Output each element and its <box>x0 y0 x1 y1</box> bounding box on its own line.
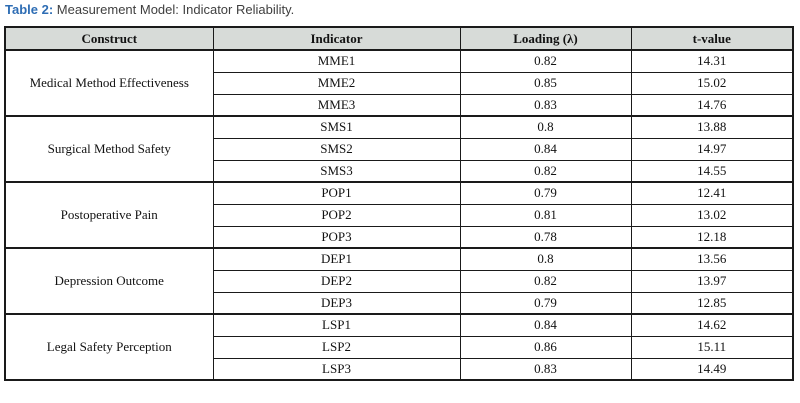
table-row: MME3 0.83 14.76 <box>5 93 794 117</box>
loading-cell: 0.84 <box>459 313 632 337</box>
indicator-cell: SMS1 <box>212 115 461 139</box>
table-row: POP3 0.78 12.18 <box>5 225 794 249</box>
indicator-cell: POP2 <box>212 203 461 227</box>
indicator-cell: SMS3 <box>212 159 461 183</box>
construct-cell: Surgical Method Safety <box>4 115 214 183</box>
indicator-cell: MME2 <box>212 71 461 95</box>
tvalue-cell: 14.76 <box>630 93 794 117</box>
indicator-cell: DEP3 <box>212 291 461 315</box>
tvalue-cell: 13.56 <box>630 247 794 271</box>
tvalue-cell: 15.02 <box>630 71 794 95</box>
tvalue-cell: 14.55 <box>630 159 794 183</box>
loading-cell: 0.8 <box>459 115 632 139</box>
tvalue-cell: 12.85 <box>630 291 794 315</box>
indicator-cell: LSP1 <box>212 313 461 337</box>
loading-cell: 0.82 <box>459 49 632 73</box>
table-row: Surgical Method Safety SMS1 0.8 13.88 <box>4 115 794 183</box>
tvalue-cell: 14.31 <box>630 49 794 73</box>
table-caption: Table 2: Measurement Model: Indicator Re… <box>0 0 800 17</box>
indicator-cell: LSP3 <box>212 357 461 381</box>
tvalue-cell: 13.02 <box>630 203 794 227</box>
loading-cell: 0.82 <box>459 269 632 293</box>
indicator-cell: POP1 <box>212 181 461 205</box>
table-body: Medical Method Effectiveness MME1 0.82 14.3… <box>4 49 794 381</box>
loading-cell: 0.78 <box>459 225 632 249</box>
table-header-row: Construct Indicator Loading (λ) t-value <box>4 26 794 51</box>
table-row: DEP3 0.79 12.85 <box>5 291 794 315</box>
loading-cell: 0.79 <box>459 291 632 315</box>
construct-cell: Legal Safety Perception <box>4 313 214 381</box>
tvalue-cell: 14.97 <box>630 137 794 161</box>
header-indicator: Indicator <box>212 26 461 51</box>
table-row: Postoperative Pain POP1 0.79 12.41 <box>4 181 794 249</box>
loading-cell: 0.85 <box>459 71 632 95</box>
tvalue-cell: 15.11 <box>630 335 794 359</box>
indicator-cell: MME1 <box>212 49 461 73</box>
table-caption-text: Measurement Model: Indicator Reliability… <box>53 2 295 17</box>
construct-cell: Medical Method Effectiveness <box>4 49 214 117</box>
table-row: POP2 0.81 13.02 <box>5 203 794 227</box>
construct-cell: Depression Outcome <box>4 247 214 315</box>
table-caption-label: Table 2: <box>5 2 54 17</box>
tvalue-cell: 13.88 <box>630 115 794 139</box>
loading-cell: 0.8 <box>459 247 632 271</box>
loading-cell: 0.86 <box>459 335 632 359</box>
indicator-cell: DEP2 <box>212 269 461 293</box>
header-tvalue: t-value <box>630 26 794 51</box>
indicator-cell: POP3 <box>212 225 461 249</box>
header-construct: Construct <box>4 26 214 51</box>
loading-cell: 0.81 <box>459 203 632 227</box>
loading-cell: 0.84 <box>459 137 632 161</box>
loading-cell: 0.82 <box>459 159 632 183</box>
indicator-cell: DEP1 <box>212 247 461 271</box>
loading-cell: 0.83 <box>459 93 632 117</box>
table-row: DEP2 0.82 13.97 <box>5 269 794 293</box>
indicator-reliability-table: Construct Indicator Loading (λ) t-value … <box>4 26 794 381</box>
indicator-cell: MME3 <box>212 93 461 117</box>
indicator-cell: LSP2 <box>212 335 461 359</box>
tvalue-cell: 12.41 <box>630 181 794 205</box>
loading-cell: 0.83 <box>459 357 632 381</box>
table-row: LSP2 0.86 15.11 <box>5 335 794 359</box>
table-row: Medical Method Effectiveness MME1 0.82 14.3… <box>4 49 794 117</box>
table-row: LSP3 0.83 14.49 <box>5 357 794 381</box>
loading-cell: 0.79 <box>459 181 632 205</box>
indicator-cell: SMS2 <box>212 137 461 161</box>
tvalue-cell: 12.18 <box>630 225 794 249</box>
table-row: SMS3 0.82 14.55 <box>5 159 794 183</box>
tvalue-cell: 13.97 <box>630 269 794 293</box>
header-loading: Loading (λ) <box>459 26 632 51</box>
tvalue-cell: 14.49 <box>630 357 794 381</box>
table-row: Legal Safety Perception LSP1 0.84 14.62 <box>4 313 794 381</box>
tvalue-cell: 14.62 <box>630 313 794 337</box>
table-row: Depression Outcome DEP1 0.8 13.56 <box>4 247 794 315</box>
construct-cell: Postoperative Pain <box>4 181 214 249</box>
